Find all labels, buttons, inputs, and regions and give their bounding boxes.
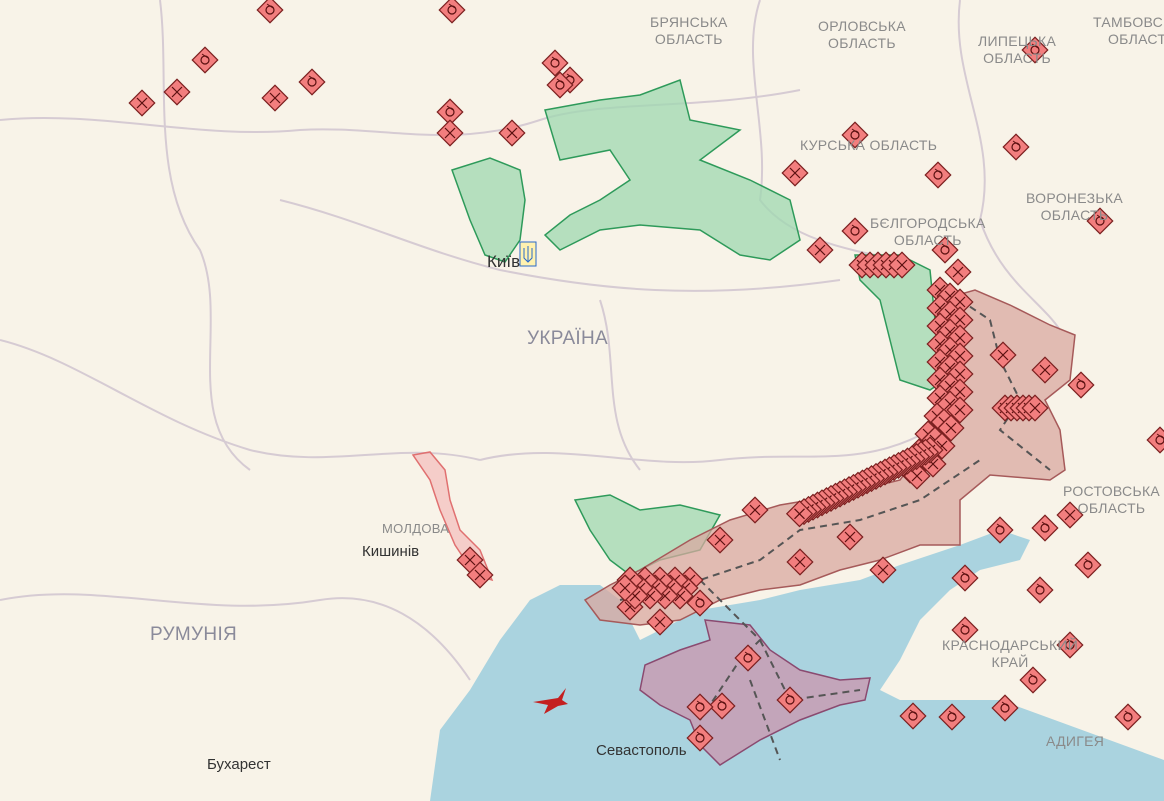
strike-icon[interactable]	[734, 644, 762, 672]
battle-icon[interactable]	[944, 258, 972, 286]
battle-icon[interactable]	[786, 548, 814, 576]
label-orel: ОРЛОВСЬКА ОБЛАСТЬ	[818, 18, 906, 51]
label-rostov: РОСТОВСЬКА ОБЛАСТЬ	[1063, 483, 1161, 516]
battle-icon[interactable]	[869, 556, 897, 584]
battle-icon[interactable]	[785, 500, 814, 528]
aircraft-icon	[533, 688, 568, 714]
transnistria	[411, 451, 494, 582]
battle-icon[interactable]	[436, 119, 464, 147]
label-krasnodar: КРАСНОДАРСЬКИЙ КРАЙ	[942, 637, 1079, 670]
strike-icon[interactable]	[1086, 207, 1114, 235]
battle-icon[interactable]	[806, 236, 834, 264]
strike-icon[interactable]	[899, 702, 927, 730]
battle-icon[interactable]	[706, 526, 734, 554]
strike-icon[interactable]	[924, 161, 952, 189]
battle-icon[interactable]	[498, 119, 526, 147]
battle-icon[interactable]	[888, 251, 916, 279]
liberated-areas	[451, 79, 946, 576]
strike-icon[interactable]	[191, 46, 219, 74]
city-bucharest[interactable]: Бухарест	[207, 756, 271, 773]
strike-icon[interactable]	[1021, 36, 1049, 64]
strike-icon[interactable]	[938, 703, 966, 731]
strike-icon[interactable]	[1067, 371, 1095, 399]
strike-icon[interactable]	[436, 98, 464, 126]
label-voronezh: ВОРОНЕЗЬКА ОБЛАСТЬ	[1026, 190, 1123, 223]
battle-icon[interactable]	[741, 496, 769, 524]
city-kyiv[interactable]: Київ	[487, 252, 521, 271]
strike-icon[interactable]	[1146, 426, 1164, 454]
battle-icon[interactable]	[1056, 501, 1084, 529]
strike-icon[interactable]	[1019, 666, 1047, 694]
strike-icon[interactable]	[1026, 576, 1054, 604]
battle-icon[interactable]	[1031, 356, 1059, 384]
label-belgorod: БЄЛГОРОДСЬКА ОБЛАСТЬ	[870, 215, 986, 248]
strike-icon[interactable]	[776, 686, 804, 714]
battle-icon[interactable]	[466, 561, 494, 589]
battle-icon[interactable]	[646, 608, 674, 636]
strike-icon[interactable]	[1002, 133, 1030, 161]
label-romania: РУМУНІЯ	[150, 624, 238, 645]
city-chisinau[interactable]: Кишинів	[362, 543, 420, 560]
label-bryansk: БРЯНСЬКА ОБЛАСТЬ	[650, 14, 728, 47]
strike-icon[interactable]	[541, 49, 569, 77]
strike-icon[interactable]	[1114, 703, 1142, 731]
strike-icon[interactable]	[951, 564, 979, 592]
strike-icon[interactable]	[546, 71, 574, 99]
strike-icon[interactable]	[1031, 514, 1059, 542]
strike-icon[interactable]	[256, 0, 284, 24]
strike-icon[interactable]	[686, 693, 714, 721]
strike-icon[interactable]	[686, 724, 714, 752]
battle-icon[interactable]	[611, 574, 639, 602]
label-adygea: АДИГЕЯ	[1046, 733, 1105, 749]
battle-icon[interactable]	[1021, 394, 1049, 422]
strike-icon[interactable]	[438, 0, 466, 24]
strike-icon[interactable]	[708, 692, 736, 720]
battle-icon[interactable]	[163, 78, 191, 106]
battle-icon[interactable]	[261, 84, 289, 112]
strike-icon[interactable]	[931, 236, 959, 264]
strike-icon[interactable]	[1074, 551, 1102, 579]
city-sevastopol[interactable]: Севастополь	[596, 742, 687, 759]
battle-icon[interactable]	[937, 414, 965, 442]
strike-icon[interactable]	[991, 694, 1019, 722]
battle-icon[interactable]	[128, 89, 156, 117]
strike-icon[interactable]	[951, 616, 979, 644]
battle-icon[interactable]	[781, 159, 809, 187]
label-kursk: КУРСЬКА ОБЛАСТЬ	[800, 137, 938, 153]
label-tambov: ТАМБОВСЬКАОБЛАСТЬ	[1093, 14, 1164, 47]
battle-icon[interactable]	[836, 523, 864, 551]
label-moldova: МОЛДОВА	[382, 521, 450, 536]
strike-icon[interactable]	[841, 217, 869, 245]
strike-icon[interactable]	[986, 516, 1014, 544]
strike-icon[interactable]	[686, 589, 714, 617]
strike-icon[interactable]	[1056, 631, 1084, 659]
strike-icon[interactable]	[298, 68, 326, 96]
battle-icon[interactable]	[989, 341, 1017, 369]
battle-icon[interactable]	[946, 396, 974, 424]
strike-icon[interactable]	[841, 121, 869, 149]
label-lipetsk: ЛИПЕЦЬКА ОБЛАСТЬ	[978, 33, 1057, 66]
kyiv-emblem-icon	[519, 241, 537, 267]
event-markers	[128, 0, 1164, 752]
label-ukraine: УКРАЇНА	[527, 328, 608, 349]
